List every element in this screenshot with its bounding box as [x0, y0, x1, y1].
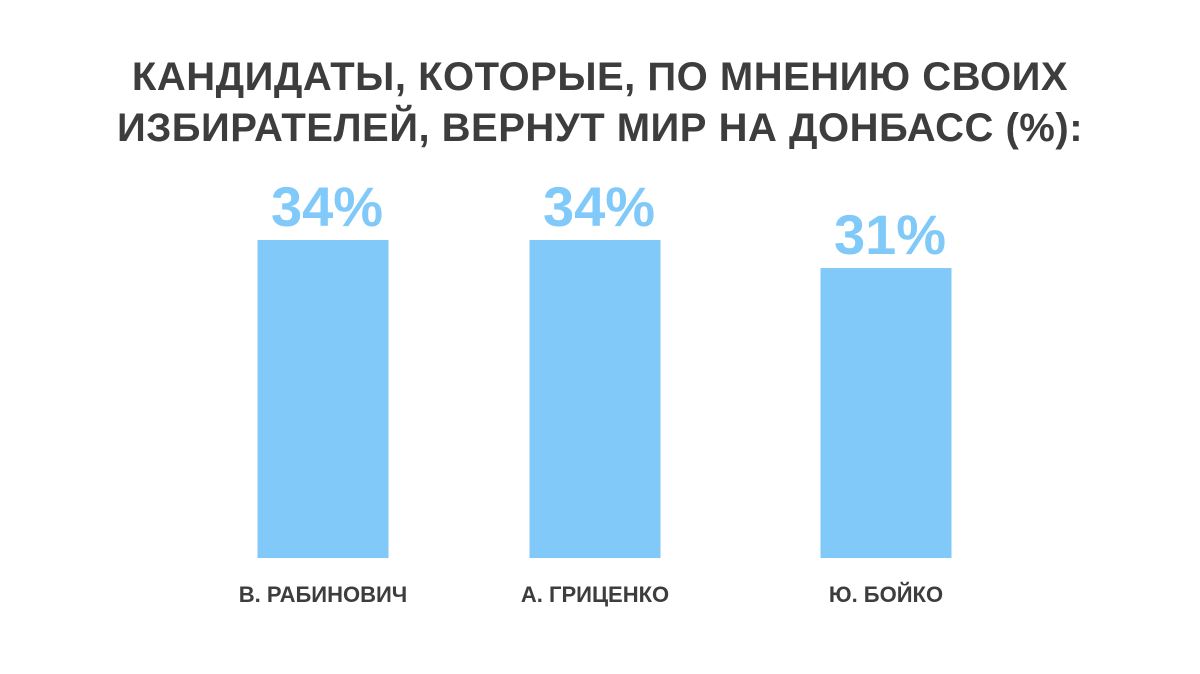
bar-value-label-2: 34%: [543, 175, 655, 238]
category-label-2: А. ГРИЦЕНКО: [521, 582, 669, 607]
category-label-1: В. РАБИНОВИЧ: [239, 582, 408, 607]
bar-1: [257, 240, 389, 558]
bar-value-label-3: 31%: [834, 203, 946, 266]
chart-title-line-1: КАНДИДАТЫ, КОТОРЫЕ, ПО МНЕНИЮ СВОИХ: [132, 55, 1068, 99]
bar-2: [529, 240, 661, 558]
category-label-3: Ю. БОЙКО: [829, 582, 943, 607]
chart-title-line-2: ИЗБИРАТЕЛЕЙ, ВЕРНУТ МИР НА ДОНБАСС (%):: [117, 104, 1083, 150]
bar-value-label-1: 34%: [271, 175, 383, 238]
bars-group: 34% В. РАБИНОВИЧ 34% А. ГРИЦЕНКО 31% Ю. БОЙКО: [239, 175, 952, 607]
bar-3: [820, 268, 952, 558]
